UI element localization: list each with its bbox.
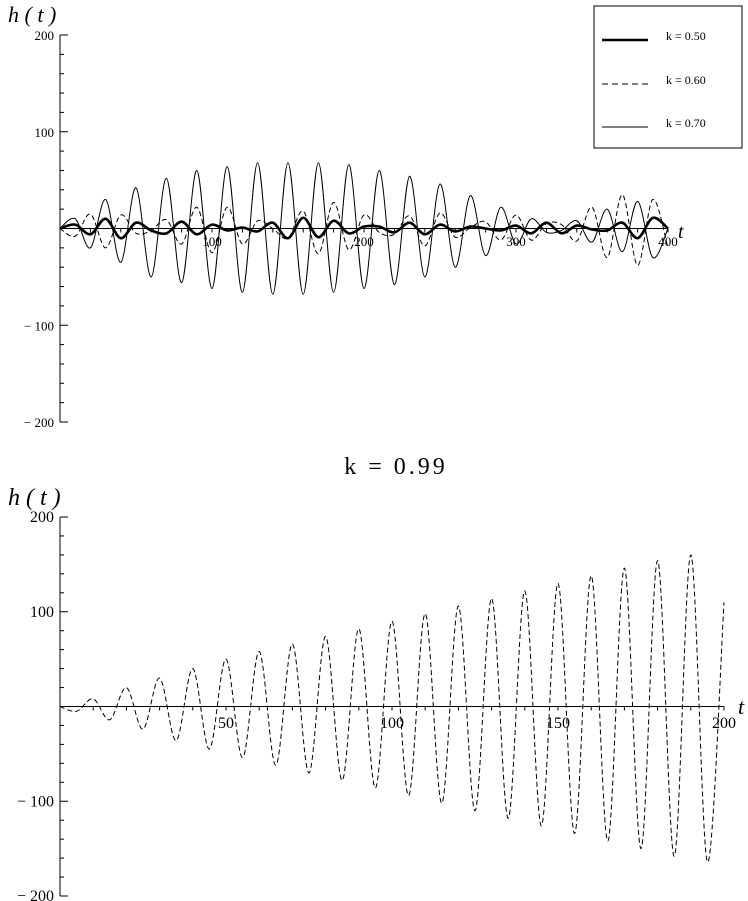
bottom-series-group (59, 554, 725, 863)
top-y-tick-label: − 200 (24, 415, 54, 430)
top-x-tick-label: 200 (354, 234, 374, 249)
bottom-chart-axes: − 200 − 100 100 200 50 100 150 200 (17, 509, 736, 901)
bottom-y-axis-title: h ( t ) (8, 485, 61, 511)
bottom-y-tick-label: − 100 (17, 793, 54, 810)
bottom-x-tick-label: 100 (380, 715, 404, 732)
bottom-chart: k = 0.99 h ( t ) t − 200 − 100 100 200 50 100… (8, 454, 745, 901)
legend-box (593, 5, 743, 149)
bottom-x-axis-title: t (738, 694, 745, 719)
legend-item-k060: k = 0.60 (602, 73, 706, 87)
legend: k = 0.50 k = 0.60 k = 0.70 (593, 5, 743, 149)
legend-label-k060: k = 0.60 (666, 73, 706, 87)
bottom-y-tick-label: 100 (30, 604, 54, 621)
top-y-axis-title: h ( t ) (8, 2, 56, 27)
top-y-tick-label: 100 (35, 125, 55, 140)
legend-label-k070: k = 0.70 (666, 116, 706, 130)
top-series-line-0 (59, 216, 669, 240)
bottom-x-tick-label: 150 (546, 715, 570, 732)
bottom-y-tick-label: − 200 (17, 888, 54, 901)
top-x-tick-label: 400 (658, 234, 678, 249)
bottom-x-tick-label: 200 (712, 715, 736, 732)
top-y-tick-label: − 100 (24, 318, 54, 333)
top-series-line-2 (59, 162, 669, 295)
bottom-series-line-0 (59, 554, 725, 863)
legend-item-k070: k = 0.70 (602, 116, 706, 130)
top-x-axis-title: t (678, 221, 684, 243)
legend-label-k050: k = 0.50 (666, 29, 706, 43)
top-chart: − 200 − 100 100 200 100 200 300 400 h ( t ) t k… (8, 2, 743, 430)
bottom-chart-title: k = 0.99 (344, 454, 448, 480)
top-chart-axes: − 200 − 100 100 200 100 200 300 400 (24, 28, 678, 430)
top-x-tick-label: 300 (506, 234, 526, 249)
bottom-x-tick-label: 50 (218, 715, 234, 732)
legend-item-k050: k = 0.50 (602, 29, 706, 43)
top-series-line-1 (59, 194, 669, 266)
top-x-tick-label: 100 (202, 234, 222, 249)
top-y-tick-label: 200 (35, 28, 55, 43)
bottom-y-tick-label: 200 (30, 509, 54, 526)
top-series-group (59, 162, 669, 295)
